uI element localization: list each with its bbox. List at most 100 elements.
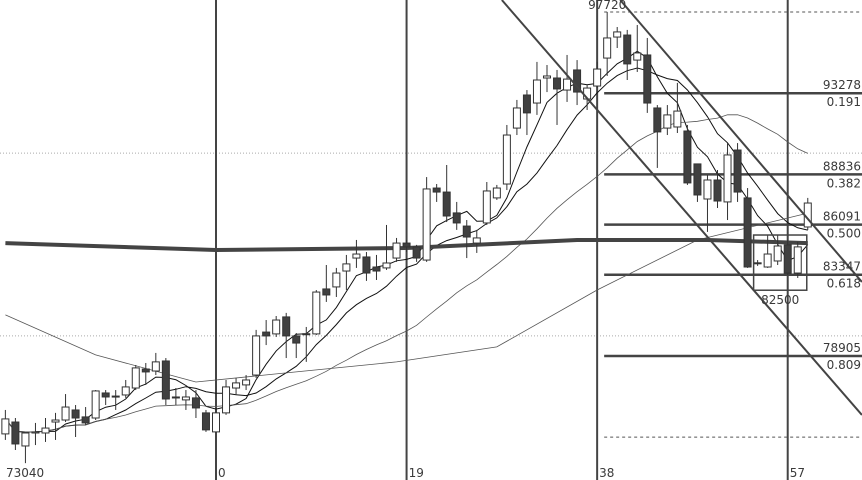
candle-up [302, 333, 311, 336]
candle-up [613, 31, 622, 38]
fib-ratio-label: 0.618 [827, 277, 861, 291]
candle-up [332, 272, 341, 288]
candle-up [1, 418, 10, 435]
candle-up [593, 68, 602, 87]
x-label: 0 [218, 466, 226, 480]
candle-up [41, 427, 50, 434]
candle-down [743, 197, 752, 268]
x-label: 73040 [6, 466, 44, 480]
channel-line [501, 0, 862, 416]
candle-up [252, 335, 261, 376]
candle-down [713, 179, 722, 202]
candle-down [412, 246, 421, 259]
candle-up [532, 79, 541, 104]
candle-down [693, 163, 702, 196]
candle-down [683, 130, 692, 184]
candle-down [623, 34, 632, 65]
candle-down [442, 191, 451, 217]
candle-up [242, 379, 251, 386]
fib-ratio-label: 0.191 [827, 95, 861, 109]
candle-up [723, 154, 732, 203]
candle-down [141, 368, 150, 373]
x-label: 19 [409, 466, 424, 480]
channel-line [619, 0, 862, 283]
x-axis-labels: 73040 0 19 38 57 [6, 466, 805, 480]
candle-up [703, 179, 712, 200]
candle-up [131, 367, 140, 389]
candle-up [352, 253, 361, 259]
candle-down [111, 395, 120, 398]
candle-up [151, 361, 160, 372]
candle-down [573, 69, 582, 93]
fib-ratio-label: 0.809 [827, 358, 861, 372]
candle-up [181, 396, 190, 401]
candle-down [432, 187, 441, 193]
candle-up [603, 37, 612, 59]
candle-down [171, 396, 180, 399]
candle-up [542, 75, 551, 79]
candle-down [292, 335, 301, 344]
candle-up [382, 262, 391, 269]
fib-price-label: 93278 [823, 78, 861, 92]
candle-down [462, 225, 471, 238]
candle-down [452, 212, 461, 224]
candle-up [392, 242, 401, 259]
candle-up [342, 263, 351, 272]
candle-down [11, 421, 20, 445]
range-box-rect [752, 234, 808, 291]
candle-down [522, 94, 531, 114]
candle-down [402, 242, 411, 248]
candle-up [222, 386, 231, 414]
candle-up [472, 237, 481, 244]
candle-down [262, 331, 271, 337]
fib-price-label: 83347 [823, 260, 861, 274]
candle-up [121, 386, 130, 396]
candle-up [482, 190, 491, 224]
candle-up [312, 291, 321, 335]
fib-price-label: 88836 [823, 159, 861, 173]
range-box[interactable]: 82500 [752, 234, 808, 307]
candle-down [783, 244, 792, 274]
candle-down [71, 409, 80, 419]
candle-down [733, 149, 742, 193]
fib-price-label: 86091 [823, 210, 861, 224]
candle-down [161, 360, 170, 400]
fibonacci-labels: 93278 0.191 88836 0.382 86091 0.500 8334… [823, 78, 861, 372]
candle-up [31, 431, 40, 434]
candle-up [232, 382, 241, 389]
candle-up [663, 114, 672, 129]
candle-up [502, 134, 511, 185]
x-label: 57 [790, 466, 805, 480]
range-box-label: 82500 [761, 293, 799, 307]
candles [1, 12, 812, 464]
candle-up [272, 319, 281, 335]
candle-up [422, 188, 431, 261]
candle-up [563, 78, 572, 91]
candle-up [673, 110, 682, 128]
candle-down [201, 412, 210, 431]
candle-down [101, 392, 110, 398]
fib-ratio-label: 0.382 [827, 176, 861, 190]
candle-up [212, 412, 220, 433]
candle-down [653, 107, 662, 133]
candle-up [51, 419, 60, 423]
candle-up [633, 52, 642, 61]
trend-channel[interactable] [501, 0, 862, 416]
fibonacci-retracement[interactable] [604, 11, 862, 438]
candle-down [372, 266, 381, 272]
high-price-label: 97720 [588, 0, 626, 12]
candle-up [492, 187, 501, 199]
candle-up [91, 390, 100, 419]
candle-down [362, 256, 371, 274]
candle-up [61, 406, 70, 421]
ma-thick-line [5, 238, 808, 253]
candle-down [322, 288, 331, 296]
candle-down [553, 77, 562, 90]
candle-up [773, 245, 782, 262]
candle-down [282, 316, 291, 337]
candle-up [753, 262, 762, 265]
candle-up [763, 253, 772, 268]
candle-up [21, 432, 30, 447]
ma-long-line [5, 212, 808, 383]
